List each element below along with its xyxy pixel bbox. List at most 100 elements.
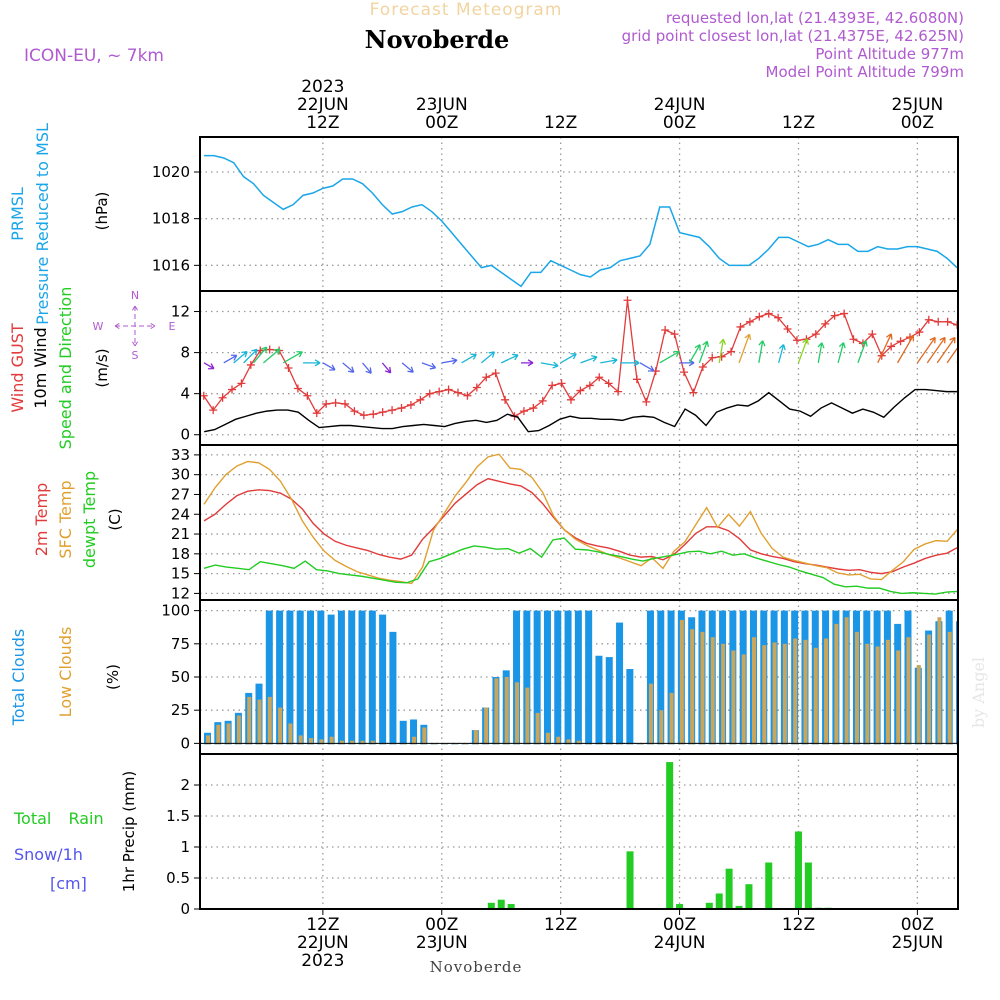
dewpoint-line <box>203 537 958 595</box>
wind-direction-arrow <box>926 336 946 364</box>
low-cloud-bar <box>236 715 241 745</box>
gust-point <box>887 342 896 351</box>
chart-title: Novoberde <box>365 25 510 54</box>
gust-point <box>849 335 858 344</box>
y-tick-label: 0.5 <box>166 869 190 887</box>
panel-label: 2m Temp <box>32 483 51 557</box>
gust-point <box>501 395 510 404</box>
wind-direction-arrow <box>282 351 303 364</box>
gust-point <box>670 330 679 339</box>
pressure-plot <box>203 154 958 288</box>
low-cloud-bar <box>473 730 478 745</box>
panel-label: dewpt Temp <box>80 471 99 568</box>
low-cloud-bar <box>422 727 427 745</box>
gust-point <box>557 379 566 388</box>
panel-label: Low Clouds <box>56 627 75 718</box>
bottom-hour-label: 00Z <box>425 915 458 935</box>
wind-direction-arrow <box>797 338 809 364</box>
low-cloud-bar <box>875 646 880 745</box>
gust-point <box>661 326 670 335</box>
total-cloud-bar <box>543 610 551 745</box>
compass-s: S <box>132 349 139 362</box>
low-cloud-bar <box>885 639 890 745</box>
panel-label: Snow/1h <box>14 845 83 864</box>
rain-bar <box>487 902 495 909</box>
gust-point <box>868 330 877 339</box>
total-cloud-bar <box>358 610 366 745</box>
y-tick-label: 100 <box>161 602 190 620</box>
clouds-plot <box>200 610 958 745</box>
top-hour-label: 00Z <box>425 113 458 133</box>
gust-point <box>774 313 783 322</box>
wind-direction-arrow <box>381 362 392 374</box>
subtitle: Forecast Meteogram <box>370 0 563 20</box>
gust-point <box>736 322 745 331</box>
total-cloud-bar <box>616 622 624 745</box>
gust-point <box>237 379 246 388</box>
wind-direction-arrow <box>659 350 680 364</box>
low-cloud-bar <box>896 650 901 745</box>
wind-direction-arrow <box>837 342 846 364</box>
low-cloud-bar <box>906 637 911 745</box>
low-cloud-bar <box>854 631 859 745</box>
low-cloud-bar <box>690 629 695 745</box>
wind-direction-arrow <box>857 340 868 364</box>
low-cloud-bar <box>504 677 509 745</box>
low-cloud-bar <box>824 638 829 745</box>
precipitation-frame <box>199 753 959 910</box>
compass-w: W <box>93 320 104 333</box>
low-cloud-bar <box>494 678 499 745</box>
footer-label: Novoberde <box>430 958 523 976</box>
rain-bar <box>666 762 674 909</box>
y-tick-label: 0 <box>180 734 190 752</box>
gust-point <box>284 364 293 372</box>
low-cloud-bar <box>803 639 808 745</box>
total-cloud-bar <box>564 610 572 745</box>
low-cloud-bar <box>927 634 932 745</box>
total-cloud-bar <box>657 610 665 745</box>
compass-e: E <box>169 320 176 333</box>
y-tick-label: 2 <box>180 776 190 794</box>
total-cloud-bar <box>667 610 675 745</box>
rain-bar <box>735 905 743 909</box>
total-cloud-bar <box>379 614 387 745</box>
wind-direction-arrow <box>461 353 477 364</box>
wind-direction-arrow <box>718 338 727 363</box>
info-line-4: Model Point Altitude 799m <box>766 63 964 81</box>
gust-point <box>538 396 547 405</box>
low-cloud-bar <box>947 631 952 745</box>
gust-point <box>378 408 387 417</box>
gust-point <box>303 391 312 400</box>
low-cloud-bar <box>834 623 839 745</box>
low-cloud-bar <box>782 643 787 745</box>
precipitation-plot <box>200 762 958 909</box>
gust-point <box>566 395 575 404</box>
wind-direction-arrow <box>936 336 956 364</box>
gust-point <box>228 385 237 394</box>
total-cloud-bar <box>296 610 304 745</box>
rain-bar <box>507 904 515 909</box>
low-cloud-bar <box>772 642 777 745</box>
wind-line <box>204 388 957 433</box>
wind-direction-arrow <box>203 362 215 370</box>
wind-direction-arrow <box>401 362 414 373</box>
low-cloud-bar <box>298 735 303 745</box>
wind-direction-arrow <box>441 357 458 365</box>
low-cloud-bar <box>710 637 715 745</box>
wind-direction-arrow <box>817 342 825 363</box>
gust-point <box>727 347 736 356</box>
gust-point <box>764 309 773 318</box>
low-cloud-bar <box>679 619 684 745</box>
total-cloud-bar <box>399 720 407 745</box>
temp-2m-line <box>203 477 958 575</box>
gust-point <box>209 406 218 415</box>
total-cloud-bar <box>327 614 335 745</box>
watermark: by Angel <box>969 657 988 728</box>
low-cloud-bar <box>525 687 530 745</box>
info-line-2: grid point closest lon,lat (21.4375E, 42… <box>622 27 964 45</box>
low-cloud-bar <box>700 631 705 745</box>
gust-point <box>435 387 444 396</box>
info-line-3: Point Altitude 977m <box>815 45 964 63</box>
gust-point <box>614 387 623 396</box>
low-cloud-bar <box>216 724 221 745</box>
